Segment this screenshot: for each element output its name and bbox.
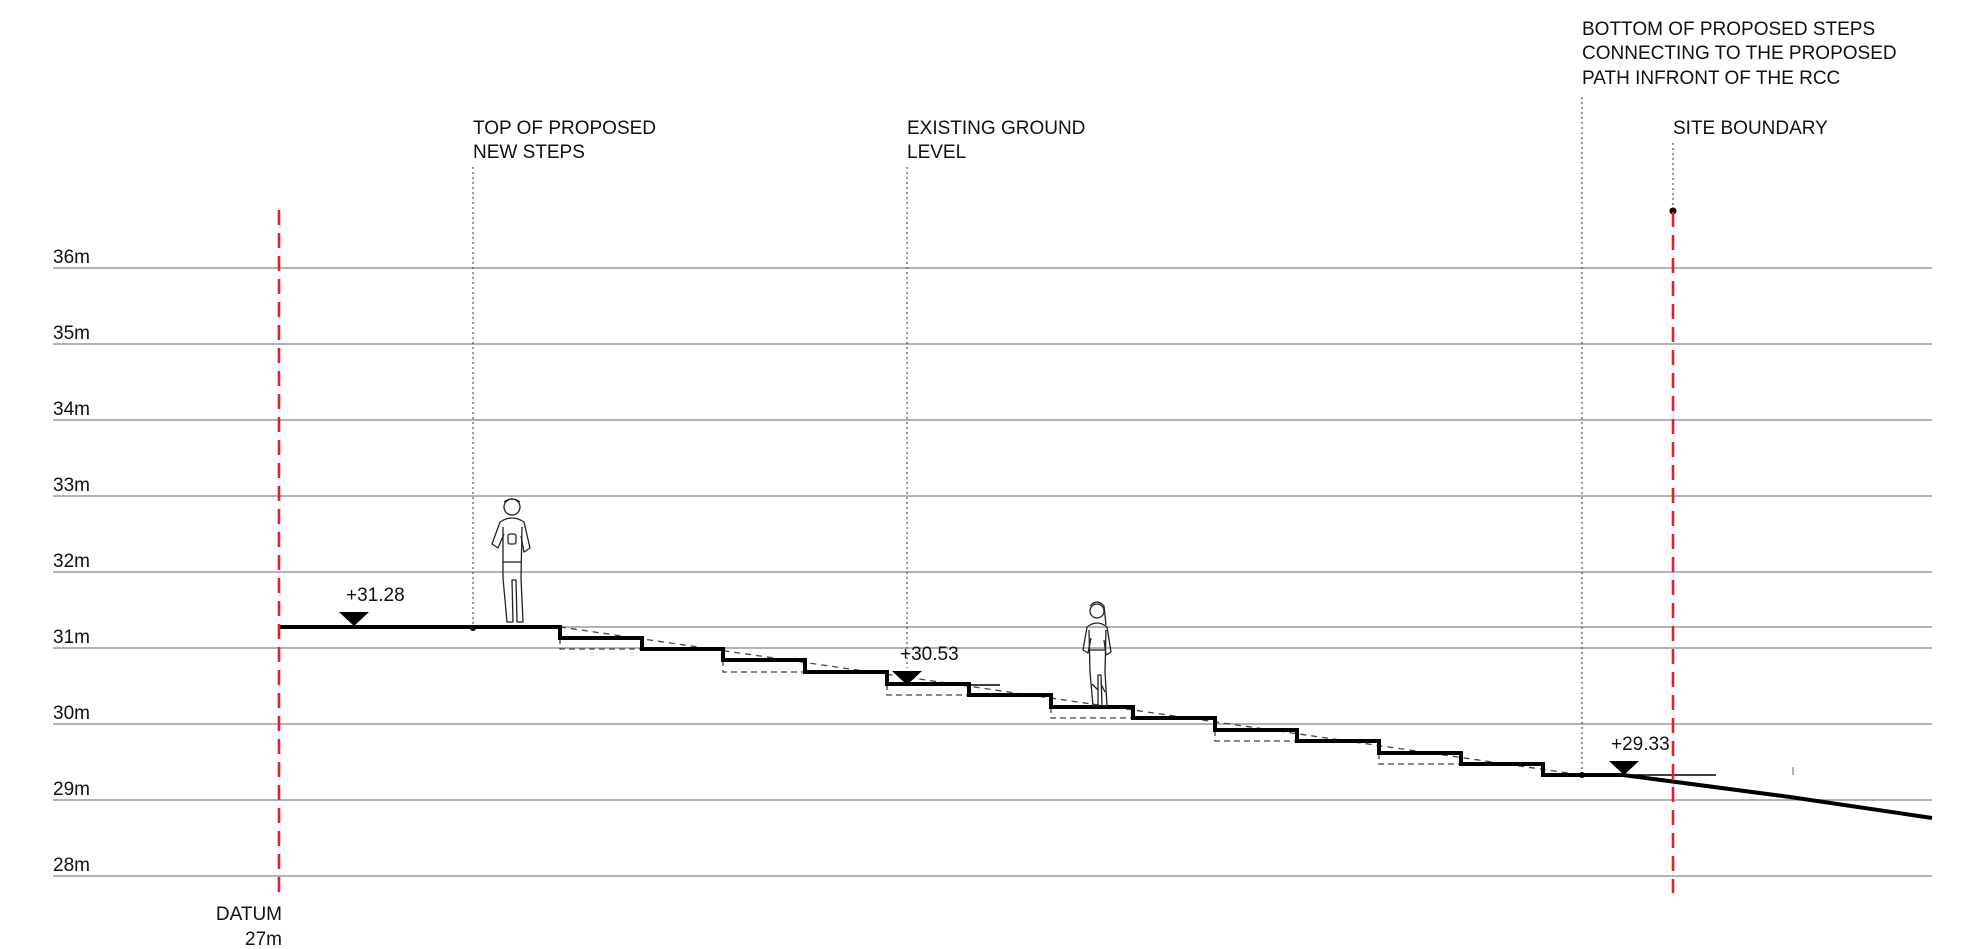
step-offset-3 [886,684,969,696]
annotations: TOP OF PROPOSED NEW STEPS EXISTING GROUN… [473,19,1897,163]
existing-ground-line [559,626,1583,776]
level-marker-icon [892,671,922,685]
spot-level-1: +31.28 [339,585,405,626]
leader-lines [472,97,1674,775]
spot-level-2: +30.53 [892,644,959,685]
level-labels: 36m 35m 34m 33m 32m 31m 30m 29m 28m DATU… [53,247,282,949]
annotation-existing-ground-line2: LEVEL [907,142,966,163]
level-label-36: 36m [53,247,90,268]
annotation-existing-ground-line1: EXISTING GROUND [907,118,1085,139]
step-offset-1 [559,638,642,650]
proposed-steps-profile [278,625,1623,777]
level-label-33: 33m [53,475,90,496]
datum-label: DATUM [216,904,282,925]
step-offset-2 [722,660,805,673]
step-offset-5 [1214,730,1297,742]
annotation-site-boundary: SITE BOUNDARY [1673,118,1828,139]
spot-level-label-2: +30.53 [900,644,959,665]
annotation-bottom-steps-line1: BOTTOM OF PROPOSED STEPS [1582,19,1875,40]
boundary-lines [277,210,1675,893]
walking-person-icon [1082,601,1112,707]
level-label-29: 29m [53,779,90,800]
standing-person-icon [491,498,531,623]
level-label-31: 31m [53,627,90,648]
spot-level-label-1: +31.28 [346,585,405,606]
annotation-bottom-steps-line3: PATH INFRONT OF THE RCC [1582,68,1840,89]
level-grid [53,267,1932,877]
annotation-top-steps-line1: TOP OF PROPOSED [473,118,656,139]
spot-level-3: +29.33 [1609,734,1670,775]
top-steps-node [470,625,476,631]
spot-level-label-3: +29.33 [1611,734,1670,755]
level-label-30: 30m [53,703,90,724]
step-dashed-offsets [559,638,1461,765]
annotation-bottom-steps-line2: CONNECTING TO THE PROPOSED [1582,43,1897,64]
level-label-35: 35m [53,323,90,344]
step-offset-4 [1050,707,1133,719]
level-marker-icon [339,612,369,626]
node-dots [470,207,1677,778]
level-label-34: 34m [53,399,90,420]
level-label-28: 28m [53,855,90,876]
annotation-top-steps-line2: NEW STEPS [473,142,585,163]
level-label-32: 32m [53,551,90,572]
bottom-steps-node [1579,772,1585,778]
step-offset-6 [1378,753,1461,765]
path-ground-slope [1622,773,1933,820]
level-marker-icon [1609,761,1639,775]
datum-value: 27m [245,929,282,949]
site-boundary-node [1669,207,1677,215]
